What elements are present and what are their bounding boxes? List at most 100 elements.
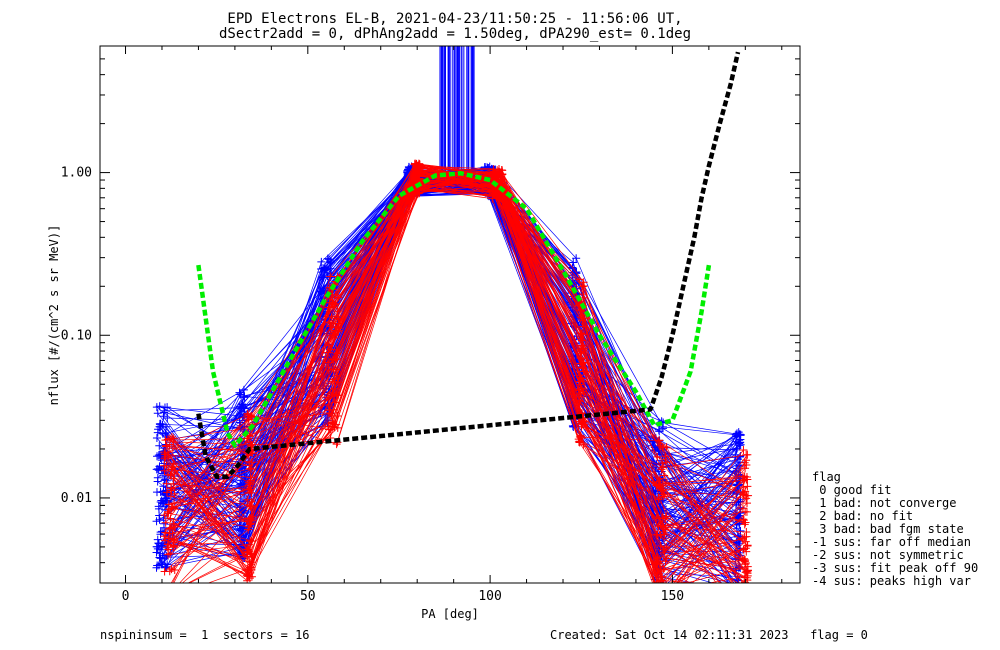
series-marker (653, 584, 661, 592)
series-marker (166, 583, 174, 591)
series-marker (162, 441, 171, 450)
series-marker (243, 410, 252, 419)
series-marker (333, 307, 342, 316)
x-axis-label: PA [deg] (421, 607, 479, 621)
series-marker (579, 440, 588, 449)
series-marker (661, 458, 670, 467)
series-marker (163, 413, 172, 422)
series-marker (170, 566, 179, 575)
series-marker (248, 449, 257, 458)
series-marker (742, 547, 751, 556)
series-marker (738, 504, 747, 513)
series-marker (153, 409, 162, 418)
series-marker (742, 603, 750, 611)
series-marker (161, 518, 170, 527)
series-marker (317, 264, 326, 273)
series-marker (744, 596, 752, 604)
legend-line: flag (812, 470, 841, 484)
series-marker (495, 190, 504, 199)
series-marker (331, 355, 340, 364)
series-marker (740, 520, 749, 529)
series-marker (247, 440, 256, 449)
series-marker (330, 423, 339, 432)
series-marker (742, 527, 751, 536)
series-marker (734, 585, 742, 593)
series-marker (742, 584, 750, 592)
series-marker (237, 399, 246, 408)
series-marker (245, 480, 254, 489)
series-marker (166, 549, 175, 558)
legend: flag 0 good fit 1 bad: not converge 2 ba… (812, 470, 978, 588)
series-marker (245, 574, 254, 583)
series-marker (167, 565, 176, 574)
series-marker (739, 614, 747, 622)
series-1-traces (160, 159, 753, 622)
series-marker (736, 580, 738, 583)
series-marker (732, 592, 740, 600)
series-marker (655, 477, 664, 486)
series-trace (167, 176, 741, 436)
series-marker (331, 365, 340, 374)
y-tick-label: 0.01 (61, 491, 92, 506)
series-marker (659, 492, 668, 501)
plot-frame (99, 45, 801, 584)
series-marker (245, 523, 254, 532)
series-marker (736, 587, 744, 595)
x-tick-label: 100 (478, 589, 501, 604)
series-trace (171, 174, 747, 552)
series-marker (577, 349, 586, 358)
series-marker (743, 592, 751, 600)
series-marker (739, 515, 748, 524)
series-marker (156, 554, 165, 563)
series-marker (162, 488, 171, 497)
series-marker (571, 268, 580, 277)
series-marker (166, 514, 175, 523)
series-marker (328, 419, 337, 428)
series-marker (240, 393, 249, 402)
series-marker (735, 478, 744, 487)
series-trace (173, 184, 748, 574)
series-marker (327, 312, 336, 321)
series-marker (743, 482, 752, 491)
series-marker (235, 418, 244, 427)
series-marker (170, 535, 179, 544)
series-marker (238, 476, 247, 485)
series-trace (173, 168, 748, 583)
series-marker (155, 441, 164, 450)
series-marker (742, 507, 751, 516)
series-marker (731, 591, 739, 599)
series-marker (167, 504, 176, 513)
series-marker (740, 612, 748, 620)
series-marker (157, 496, 166, 505)
series-marker (575, 396, 584, 405)
series-trace (171, 178, 747, 570)
series-marker (154, 539, 163, 548)
series-marker (743, 604, 751, 612)
series-marker (657, 567, 665, 576)
series-marker (741, 568, 750, 577)
series-marker (575, 275, 584, 284)
series-marker (742, 472, 751, 481)
series-marker (156, 419, 165, 428)
series-marker (731, 588, 739, 596)
series-marker (153, 535, 162, 544)
series-marker (331, 384, 340, 393)
series-marker (167, 484, 176, 493)
series-marker (663, 604, 671, 612)
series-marker (325, 405, 334, 414)
series-marker (158, 471, 167, 480)
series-marker (160, 476, 169, 485)
series-marker (156, 545, 165, 554)
series-marker (246, 502, 255, 511)
series-marker (333, 423, 342, 432)
legend-line: 3 bad: bad fgm state (812, 522, 964, 536)
series-marker (569, 258, 578, 267)
series-2-fit-curve (196, 171, 712, 448)
series-trace (167, 169, 655, 583)
series-marker (162, 461, 171, 470)
legend-line: 2 bad: no fit (812, 509, 913, 523)
series-marker (741, 464, 750, 473)
series-marker (161, 528, 170, 537)
series-marker (732, 466, 741, 475)
